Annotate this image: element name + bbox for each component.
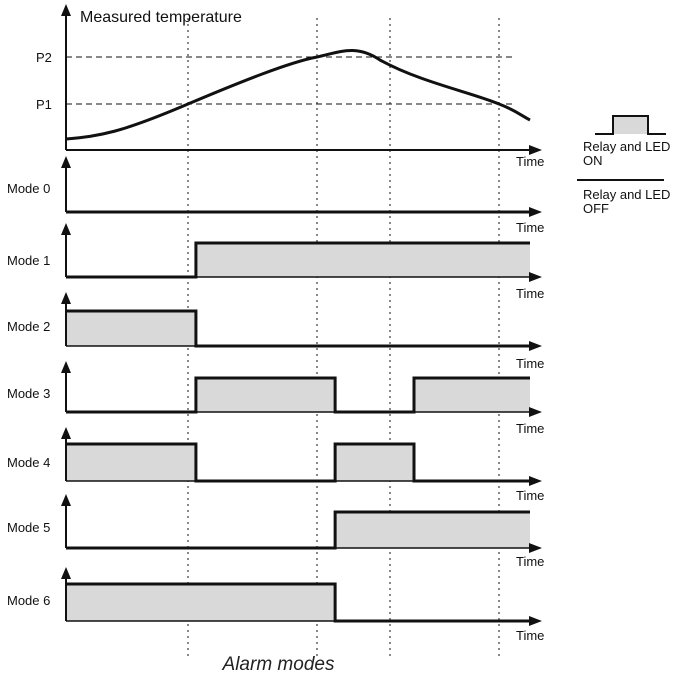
legend-on-swatch: [613, 116, 648, 134]
mode-1-time-label: Time: [516, 286, 544, 301]
mode-5-signal: [66, 510, 530, 550]
mode-row-2: Mode 2 Time: [7, 292, 544, 371]
mode-3-on-fill-1: [195, 378, 336, 412]
mode-2-on-fill-0: [66, 311, 196, 346]
mode-3-signal: [66, 376, 530, 414]
mode-5-y-arrow: [61, 494, 71, 506]
legend-off-line2: OFF: [583, 201, 609, 216]
mode-3-on-fill-3: [414, 378, 530, 412]
legend: Relay and LED ON Relay and LED OFF: [577, 115, 670, 216]
mode-row-6: Mode 6 Time: [7, 567, 544, 643]
mode-2-x-arrow: [529, 341, 542, 351]
mode-3-time-label: Time: [516, 421, 544, 436]
p1-label: P1: [36, 97, 52, 112]
mode-0-label: Mode 0: [7, 181, 50, 196]
mode-2-time-label: Time: [516, 356, 544, 371]
mode-1-x-arrow: [529, 272, 542, 282]
mode-0-time-label: Time: [516, 220, 544, 235]
p2-label: P2: [36, 50, 52, 65]
legend-off: Relay and LED OFF: [577, 179, 670, 216]
temp-y-label: Measured temperature: [80, 9, 242, 26]
mode-6-signal: [66, 582, 530, 623]
mode-4-on-fill-0: [66, 444, 196, 481]
mode-4-y-arrow: [61, 427, 71, 439]
mode-6-x-arrow: [529, 616, 542, 626]
legend-on-line2: ON: [583, 153, 603, 168]
mode-2-signal: [66, 309, 530, 348]
mode-1-signal: [66, 241, 530, 279]
mode-1-on-fill-1: [195, 243, 531, 277]
mode-row-0: Mode 0 Time: [7, 156, 544, 235]
mode-1-y-arrow: [61, 223, 71, 235]
mode-2-label: Mode 2: [7, 319, 50, 334]
mode-4-signal: [66, 442, 530, 483]
mode-row-5: Mode 5 Time: [7, 494, 544, 569]
mode-1-label: Mode 1: [7, 253, 50, 268]
mode-0-y-arrow: [61, 156, 71, 168]
mode-6-on-fill-0: [66, 584, 336, 621]
mode-4-label: Mode 4: [7, 455, 50, 470]
mode-4-x-arrow: [529, 476, 542, 486]
mode-row-3: Mode 3 Time: [7, 361, 544, 436]
mode-6-y-arrow: [61, 567, 71, 579]
mode-3-x-arrow: [529, 407, 542, 417]
mode-0-x-arrow: [529, 207, 542, 217]
mode-5-x-arrow: [529, 543, 542, 553]
legend-on: Relay and LED ON: [583, 115, 670, 168]
temp-y-arrow: [61, 4, 71, 16]
diagram-caption: Alarm modes: [222, 654, 335, 675]
temp-x-arrow: [529, 145, 542, 155]
temperature-panel: Measured temperature P2 P1 Time: [36, 4, 544, 169]
temperature-curve: [65, 49, 531, 141]
mode-3-y-arrow: [61, 361, 71, 373]
mode-3-label: Mode 3: [7, 386, 50, 401]
time-markers: [187, 18, 500, 658]
mode-row-4: Mode 4 Time: [7, 427, 544, 503]
mode-row-1: Mode 1 Time: [7, 223, 544, 301]
temp-time-label: Time: [516, 154, 544, 169]
mode-5-label: Mode 5: [7, 520, 50, 535]
legend-on-pulse: [595, 115, 666, 135]
mode-5-time-label: Time: [516, 554, 544, 569]
legend-on-line1: Relay and LED: [583, 139, 670, 154]
mode-5-on-fill-1: [335, 512, 530, 548]
mode-4-time-label: Time: [516, 488, 544, 503]
mode-2-y-arrow: [61, 292, 71, 304]
mode-6-label: Mode 6: [7, 593, 50, 608]
mode-4-on-fill-2: [335, 444, 414, 481]
legend-off-line1: Relay and LED: [583, 187, 670, 202]
mode-6-time-label: Time: [516, 628, 544, 643]
